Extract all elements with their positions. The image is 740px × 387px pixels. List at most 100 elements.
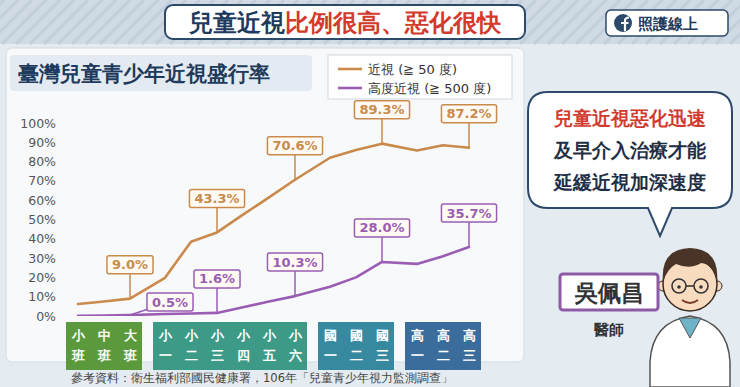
x-tick-label: 國二: [350, 328, 363, 363]
doctor-title: 醫師: [594, 321, 624, 339]
x-tick-char: 四: [237, 348, 250, 363]
x-tick-label: 中班: [97, 328, 111, 363]
y-tick-label: 0%: [36, 309, 56, 324]
x-tick-char: 五: [262, 348, 276, 363]
series-line: [78, 144, 469, 304]
x-tick-char: 小: [158, 328, 173, 343]
y-axis: 0%10%20%30%40%50%60%70%80%90%100%: [20, 116, 56, 324]
x-tick-label: 小五: [262, 328, 277, 363]
doctor-glasses-bridge: [686, 285, 694, 287]
data-label: 9.0%: [107, 256, 153, 299]
data-label-text: 35.7%: [446, 206, 491, 221]
x-tick-char: 班: [71, 348, 85, 363]
x-tick-label: 小六: [288, 328, 303, 363]
label-box: [147, 293, 193, 311]
stripe: [0, 0, 32, 44]
y-tick-label: 70%: [28, 173, 56, 188]
data-label: 0.5%: [130, 293, 193, 315]
label-box: [194, 270, 240, 288]
data-label: 87.2%: [441, 105, 496, 148]
x-tick-char: 三: [211, 348, 224, 363]
x-tick-char: 二: [437, 348, 450, 363]
data-label-text: 87.2%: [446, 106, 491, 121]
header-stripes: [0, 0, 740, 44]
data-label-text: 1.6%: [199, 271, 235, 286]
brand-text: 照護線上: [638, 15, 698, 33]
doctor-glasses: [694, 279, 708, 293]
data-label-text: 89.3%: [359, 102, 404, 117]
x-tick-char: 一: [324, 348, 337, 363]
y-tick-label: 50%: [28, 212, 56, 227]
label-box: [441, 105, 496, 123]
callout-line: 及早介入治療才能: [553, 139, 706, 161]
doctor-glasses: [672, 279, 686, 293]
label-box: [189, 189, 244, 207]
y-tick-label: 10%: [28, 289, 56, 304]
x-tick-char: 高: [463, 328, 476, 343]
x-tick-label: 高二: [437, 328, 450, 363]
name-box: [560, 274, 658, 310]
x-tick-char: 小: [184, 328, 199, 343]
y-tick-label: 20%: [28, 270, 56, 285]
data-label-text: 0.5%: [152, 295, 188, 310]
doctor-name: 吳佩昌: [574, 280, 644, 306]
background: [0, 0, 740, 387]
y-tick-label: 80%: [28, 154, 56, 169]
x-tick-char: 一: [159, 348, 172, 363]
doctor-eye: [699, 285, 703, 289]
x-tick-label: 大班: [123, 328, 138, 363]
x-tick-char: 小: [210, 328, 225, 343]
data-label-text: 9.0%: [112, 257, 148, 272]
data-label: 1.6%: [194, 270, 240, 313]
x-tick-char: 高: [437, 328, 450, 343]
label-box: [107, 256, 153, 274]
x-tick-char: 三: [463, 348, 476, 363]
y-tick-label: 60%: [28, 193, 56, 208]
series-line: [78, 247, 469, 316]
label-box: [354, 101, 409, 119]
legend-swatch: [338, 68, 362, 71]
category-group-box: [405, 322, 481, 370]
chart-title: 臺灣兒童青少年近視盛行率: [18, 62, 270, 86]
category-group-box: [66, 322, 142, 370]
category-group-box: [153, 322, 307, 370]
x-tick-char: 二: [350, 348, 363, 363]
header-box: [165, 5, 525, 39]
callout-line: 兒童近視惡化迅速: [553, 107, 706, 129]
doctor-shirt: [679, 318, 701, 338]
x-axis: 小班中班大班小一小二小三小四小五小六國一國二國三高一高二高三: [66, 322, 481, 370]
brand-icon: [614, 14, 632, 32]
x-tick-label: 小班: [71, 328, 86, 363]
speech-bubble: [528, 92, 732, 236]
x-tick-char: 小: [262, 328, 277, 343]
data-label: 10.3%: [267, 253, 322, 296]
y-tick-label: 40%: [28, 231, 56, 246]
source-note: 參考資料：衛生福利部國民健康署，106年「兒童青少年視力監測調查」: [71, 371, 453, 385]
header-title-highlight: 比例很高、惡化很快: [285, 9, 502, 37]
x-tick-label: 小一: [158, 328, 173, 363]
x-tick-label: 國三: [376, 328, 389, 363]
chart-panel: [6, 48, 524, 362]
x-tick-char: 小: [236, 328, 251, 343]
stripe: [0, 0, 4, 44]
label-box: [267, 137, 322, 155]
x-tick-char: 班: [123, 348, 137, 363]
doctor-mouth: [682, 300, 698, 303]
data-labels: 9.0%43.3%70.6%89.3%87.2%0.5%1.6%10.3%28.…: [107, 101, 497, 315]
data-label-text: 70.6%: [272, 138, 317, 153]
x-tick-char: 小: [71, 328, 86, 343]
x-tick-char: 六: [288, 348, 302, 363]
header-title-part: 兒童近視: [188, 9, 285, 37]
label-box: [354, 219, 409, 237]
legend: 近視 (≧ 50 度)高度近視 (≧ 500 度): [328, 55, 512, 99]
stripe: [730, 0, 740, 44]
legend-swatch: [338, 87, 362, 90]
category-group-box: [318, 322, 394, 370]
x-tick-char: 中: [98, 328, 111, 343]
data-label: 28.0%: [354, 219, 409, 262]
plot-area: [78, 144, 469, 316]
data-label: 89.3%: [354, 101, 409, 144]
doctor-coat: [650, 316, 730, 387]
x-tick-char: 二: [185, 348, 198, 363]
legend-label: 高度近視 (≧ 500 度): [368, 81, 491, 96]
